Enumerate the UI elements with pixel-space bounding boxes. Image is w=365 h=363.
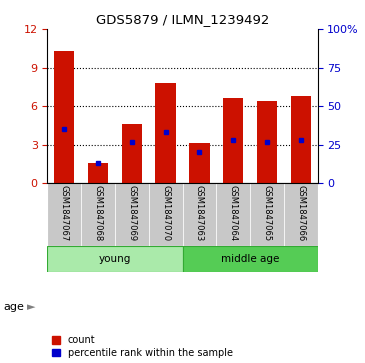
Bar: [257, 101, 277, 183]
Bar: [216, 183, 250, 246]
Bar: [122, 124, 142, 183]
Text: ►: ►: [27, 302, 35, 312]
Bar: [88, 163, 108, 183]
Text: GSM1847068: GSM1847068: [93, 185, 103, 241]
Text: GSM1847065: GSM1847065: [262, 185, 272, 241]
Text: GSM1847070: GSM1847070: [161, 185, 170, 241]
Bar: [155, 83, 176, 183]
Bar: [223, 98, 243, 183]
Bar: [47, 246, 182, 272]
Bar: [47, 183, 81, 246]
Bar: [250, 183, 284, 246]
Bar: [182, 183, 216, 246]
Text: GSM1847069: GSM1847069: [127, 185, 137, 241]
Bar: [284, 183, 318, 246]
Bar: [115, 183, 149, 246]
Legend: count, percentile rank within the sample: count, percentile rank within the sample: [52, 335, 233, 358]
Bar: [149, 183, 182, 246]
Text: GSM1847066: GSM1847066: [296, 185, 305, 241]
Bar: [54, 51, 74, 183]
Bar: [81, 183, 115, 246]
Text: middle age: middle age: [221, 254, 279, 264]
Text: GSM1847064: GSM1847064: [228, 185, 238, 241]
Bar: [189, 143, 210, 183]
Bar: [291, 96, 311, 183]
Bar: [182, 246, 318, 272]
Text: young: young: [99, 254, 131, 264]
Title: GDS5879 / ILMN_1239492: GDS5879 / ILMN_1239492: [96, 13, 269, 26]
Text: GSM1847067: GSM1847067: [60, 185, 69, 241]
Text: age: age: [4, 302, 24, 312]
Text: GSM1847063: GSM1847063: [195, 185, 204, 241]
